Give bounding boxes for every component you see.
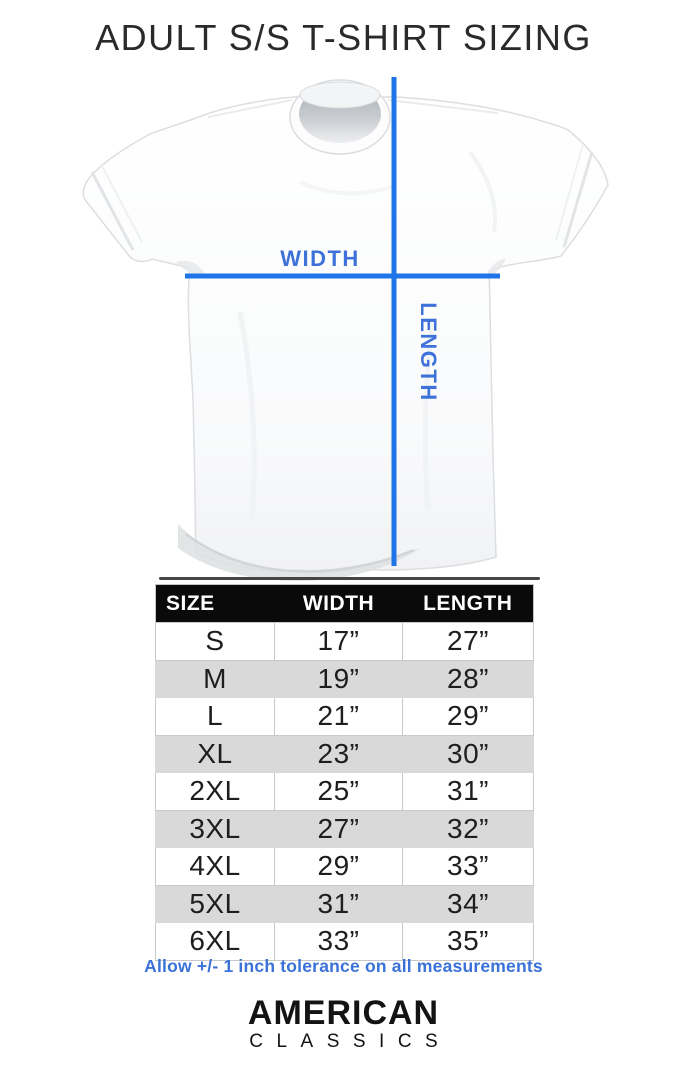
width-cell: 29” — [274, 847, 403, 886]
length-cell: 29” — [402, 697, 534, 736]
tolerance-note: Allow +/- 1 inch tolerance on all measur… — [144, 956, 543, 976]
table-row: L 21” 29” — [155, 697, 534, 736]
width-cell: 19” — [274, 659, 403, 698]
width-cell: 33” — [274, 922, 403, 961]
width-cell: 31” — [274, 884, 403, 923]
width-cell: 21” — [274, 697, 403, 736]
table-row: 4XL 29” 33” — [155, 847, 534, 886]
width-cell: 25” — [274, 772, 403, 811]
size-cell: 3XL — [155, 809, 275, 848]
length-cell: 28” — [402, 659, 534, 698]
length-cell: 35” — [402, 922, 534, 961]
size-chart-table: SIZE WIDTH LENGTH S 17” 27” M 19” 28” L … — [155, 584, 534, 961]
table-row: XL 23” 30” — [155, 734, 534, 773]
tshirt-graphic — [82, 79, 609, 582]
length-cell: 27” — [402, 622, 534, 661]
width-cell: 27” — [274, 809, 403, 848]
brand-name-american: AMERICAN — [247, 994, 440, 1032]
width-label: WIDTH — [280, 246, 360, 271]
length-cell: 31” — [402, 772, 534, 811]
size-cell: 6XL — [155, 922, 275, 961]
column-header-size: SIZE — [155, 584, 275, 623]
size-cell: L — [155, 697, 275, 736]
table-row: 5XL 31” 34” — [155, 884, 534, 923]
tshirt-measurement-diagram: WIDTH LENGTH — [82, 77, 609, 582]
table-row: 6XL 33” 35” — [155, 922, 534, 961]
table-row: S 17” 27” — [155, 622, 534, 661]
column-header-width: WIDTH — [274, 584, 403, 623]
table-row: 2XL 25” 31” — [155, 772, 534, 811]
width-cell: 17” — [274, 622, 403, 661]
table-row: 3XL 27” 32” — [155, 809, 534, 848]
width-cell: 23” — [274, 734, 403, 773]
length-cell: 33” — [402, 847, 534, 886]
size-cell: 4XL — [155, 847, 275, 886]
brand-name-classics: CLASSICS — [249, 1031, 452, 1052]
column-header-length: LENGTH — [402, 584, 534, 623]
divider-line — [159, 577, 540, 580]
length-cell: 32” — [402, 809, 534, 848]
size-cell: M — [155, 659, 275, 698]
brand-logo: AMERICAN CLASSICS — [0, 996, 687, 1051]
length-label: LENGTH — [416, 302, 441, 401]
size-cell: XL — [155, 734, 275, 773]
table-header-row: SIZE WIDTH LENGTH — [155, 584, 534, 623]
length-cell: 34” — [402, 884, 534, 923]
length-cell: 30” — [402, 734, 534, 773]
size-cell: 2XL — [155, 772, 275, 811]
table-row: M 19” 28” — [155, 659, 534, 698]
size-cell: 5XL — [155, 884, 275, 923]
page-title: ADULT S/S T-SHIRT SIZING — [95, 17, 592, 58]
size-cell: S — [155, 622, 275, 661]
